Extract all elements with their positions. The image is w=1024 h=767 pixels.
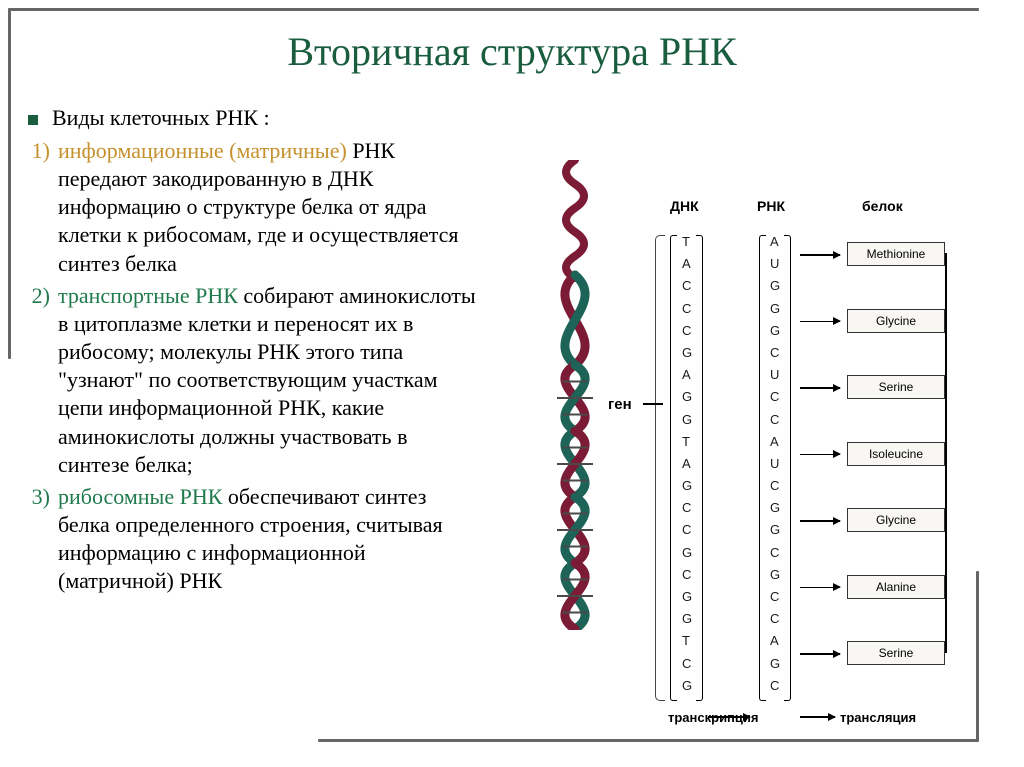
item-lead: транспортные РНК [58, 283, 238, 308]
rna-base: C [770, 479, 780, 501]
dna-header: ДНК [670, 198, 699, 214]
rna-sequence: AUGGGCUCCAUCGGCGCCAGC [770, 235, 780, 701]
rna-base: G [770, 279, 780, 301]
protein-chain-line [945, 253, 947, 653]
codon-arrow-icon [800, 254, 840, 256]
dna-base: G [682, 390, 692, 412]
gene-bracket [655, 235, 665, 701]
dna-sequence: TACCCGAGGTAGCCGCGGTCG [682, 235, 692, 701]
item-lead: информационные (матричные) [58, 138, 347, 163]
dna-base: G [682, 546, 692, 568]
rna-base: G [770, 568, 780, 590]
translation-label: трансляция [840, 710, 916, 725]
rna-base: U [770, 457, 780, 479]
rna-header: РНК [757, 198, 785, 214]
rna-base: G [770, 657, 780, 679]
rna-base: C [770, 612, 780, 634]
list-item: 2) транспортные РНК собирают аминокислот… [28, 282, 483, 479]
item-body: рибосомные РНК обеспечивают синтез белка… [58, 483, 483, 596]
dna-base: T [682, 235, 692, 257]
dna-base: G [682, 346, 692, 368]
dna-base: C [682, 302, 692, 324]
codon-arrow-icon [800, 454, 840, 456]
page-title: Вторичная структура РНК [0, 28, 1024, 75]
dna-base: C [682, 568, 692, 590]
dna-base: C [682, 657, 692, 679]
amino-acid-box: Alanine [847, 575, 945, 599]
rna-base: A [770, 235, 780, 257]
rna-bracket-right [784, 235, 791, 701]
amino-acid-box: Glycine [847, 309, 945, 333]
diagram-area: ДНК РНК белок ген TACCCGAGGTAGCCGCGGTCG … [500, 160, 1000, 720]
dna-base: G [682, 479, 692, 501]
codon-arrow-icon [800, 387, 840, 389]
rna-base: C [770, 590, 780, 612]
dna-base: C [682, 324, 692, 346]
list-item: 1) информационные (матричные) РНК переда… [28, 137, 483, 278]
item-number: 3) [28, 483, 58, 511]
dna-base: A [682, 257, 692, 279]
dna-bracket-right [696, 235, 703, 701]
list-header: Виды клеточных РНК : [28, 105, 483, 131]
dna-base: T [682, 634, 692, 656]
rna-base: C [770, 413, 780, 435]
translation-arrow-icon [800, 716, 835, 718]
dna-base: A [682, 368, 692, 390]
dna-base: C [682, 279, 692, 301]
amino-acid-box: Serine [847, 375, 945, 399]
dna-base: T [682, 435, 692, 457]
rna-base: C [770, 390, 780, 412]
bullet-square-icon [28, 115, 38, 125]
dna-base: G [682, 590, 692, 612]
amino-acid-box: Glycine [847, 508, 945, 532]
dna-base: G [682, 612, 692, 634]
amino-acid-box: Methionine [847, 242, 945, 266]
dna-base: A [682, 457, 692, 479]
item-body: информационные (матричные) РНК передают … [58, 137, 483, 278]
rna-base: C [770, 346, 780, 368]
list-header-text: Виды клеточных РНК : [52, 105, 270, 131]
codon-arrow-icon [800, 321, 840, 323]
text-content: Виды клеточных РНК : 1) информационные (… [28, 105, 483, 596]
item-lead: рибосомные РНК [58, 484, 222, 509]
rna-base: G [770, 501, 780, 523]
dna-bracket-left [670, 235, 677, 701]
list-item: 3) рибосомные РНК обеспечивают синтез бе… [28, 483, 483, 596]
item-number: 1) [28, 137, 58, 165]
rna-base: A [770, 435, 780, 457]
dna-base: G [682, 413, 692, 435]
dna-helix-icon [530, 160, 620, 630]
dna-base: C [682, 523, 692, 545]
item-body: транспортные РНК собирают аминокислоты в… [58, 282, 483, 479]
codon-arrow-icon [800, 520, 840, 522]
gene-label: ген [608, 396, 632, 413]
dna-base: C [682, 501, 692, 523]
rna-bracket-left [759, 235, 766, 701]
item-number: 2) [28, 282, 58, 310]
rna-base: G [770, 324, 780, 346]
amino-acid-box: Isoleucine [847, 442, 945, 466]
frame-top [8, 8, 979, 11]
rna-base: G [770, 302, 780, 324]
rna-base: U [770, 368, 780, 390]
item-rest: собирают аминокислоты в цитоплазме клетк… [58, 283, 476, 477]
rna-base: G [770, 523, 780, 545]
rna-base: C [770, 679, 780, 701]
transcription-arrow-icon [708, 716, 750, 718]
codon-arrow-icon [800, 587, 840, 589]
dna-base: G [682, 679, 692, 701]
rna-base: C [770, 546, 780, 568]
codon-arrow-icon [800, 653, 840, 655]
amino-acid-box: Serine [847, 641, 945, 665]
rna-base: U [770, 257, 780, 279]
protein-header: белок [862, 198, 903, 214]
frame-bottom [318, 739, 979, 742]
rna-base: A [770, 634, 780, 656]
gene-pointer [643, 403, 663, 405]
